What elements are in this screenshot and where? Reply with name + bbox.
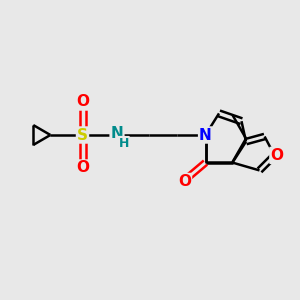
Text: N: N	[111, 126, 123, 141]
Text: O: O	[76, 94, 89, 110]
Text: S: S	[77, 128, 88, 142]
Text: H: H	[118, 137, 129, 150]
Text: N: N	[199, 128, 212, 142]
Text: O: O	[76, 160, 89, 175]
Text: O: O	[270, 148, 284, 163]
Text: O: O	[178, 174, 191, 189]
